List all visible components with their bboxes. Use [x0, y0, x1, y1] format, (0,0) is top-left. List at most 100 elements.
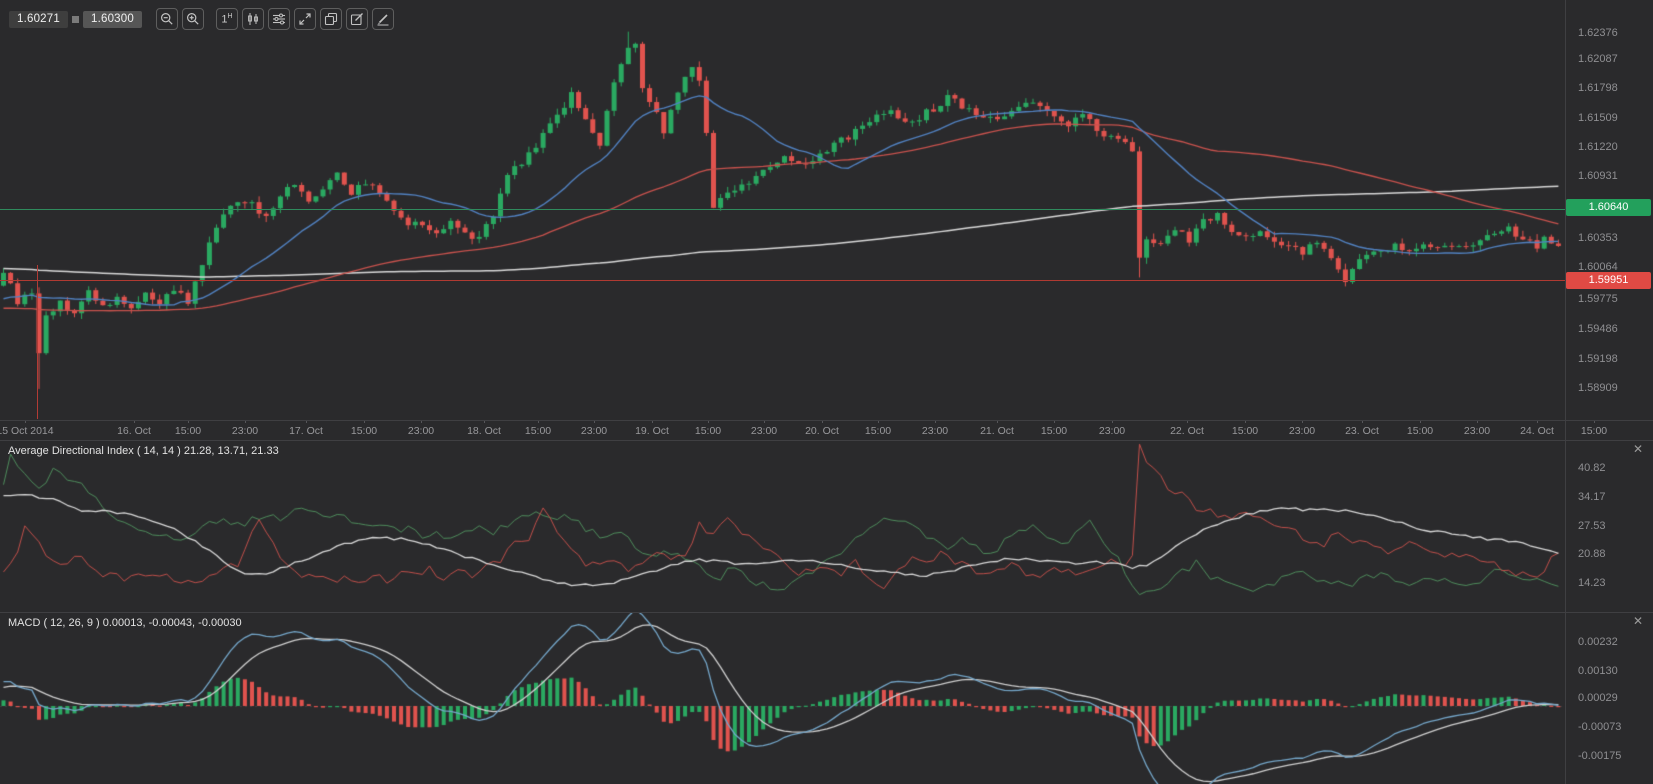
price-axis-label: 1.62087 — [1578, 53, 1618, 65]
spread-indicator — [71, 15, 79, 23]
chart-toolbar: 1.60271 1.60300 1H — [9, 8, 398, 30]
time-axis-tick — [708, 420, 709, 423]
bid-horizontal-line — [0, 280, 1565, 281]
price-axis-label: 1.60064 — [1578, 261, 1618, 273]
edit-icon — [350, 12, 364, 26]
time-axis-tick — [188, 420, 189, 423]
macdAxis-label: 0.00130 — [1578, 665, 1618, 677]
time-axis-tick — [764, 420, 765, 423]
time-axis-label: 18. Oct — [467, 425, 501, 437]
time-axis-tick — [1420, 420, 1421, 423]
time-axis-label: 24. Oct — [1520, 425, 1554, 437]
time-axis-tick — [822, 420, 823, 423]
time-axis-tick — [1187, 420, 1188, 423]
time-axis-tick — [306, 420, 307, 423]
time-axis-tick — [364, 420, 365, 423]
time-axis-label: 15:00 — [524, 425, 552, 437]
price-axis-label: 1.59775 — [1578, 293, 1618, 305]
ask-price-box[interactable]: 1.60300 — [82, 10, 142, 28]
time-axis-tick — [1054, 420, 1055, 423]
zoom-in-button[interactable] — [181, 8, 204, 30]
time-axis-label: 23:00 — [1288, 425, 1316, 437]
fullscreen-button[interactable] — [293, 8, 316, 30]
time-axis-label: 23:00 — [580, 425, 608, 437]
time-axis-label: 15:00 — [694, 425, 722, 437]
adx-panel-canvas[interactable] — [0, 441, 1565, 612]
time-axis-label: 15:00 — [1406, 425, 1434, 437]
time-axis-label: 23:00 — [750, 425, 778, 437]
price-chart-canvas[interactable] — [0, 0, 1565, 420]
price-axis-label: 1.60931 — [1578, 170, 1618, 182]
ask-horizontal-line — [0, 209, 1565, 210]
adxAxis-label: 40.82 — [1578, 462, 1606, 474]
macd-panel-title: MACD ( 12, 26, 9 ) 0.00013, -0.00043, -0… — [8, 617, 242, 629]
time-axis-tick — [538, 420, 539, 423]
price-axis-label: 1.59198 — [1578, 353, 1618, 365]
time-axis-label: 15:00 — [350, 425, 378, 437]
time-axis-label: 19. Oct — [635, 425, 669, 437]
price-axis-label: 1.62376 — [1578, 27, 1618, 39]
price-axis-label: 1.58909 — [1578, 382, 1618, 394]
time-axis-tick — [1537, 420, 1538, 423]
macdAxis-label: 0.00232 — [1578, 636, 1618, 648]
time-axis-tick — [1302, 420, 1303, 423]
adx-close-icon[interactable]: ✕ — [1632, 442, 1644, 456]
time-axis-tick — [134, 420, 135, 423]
time-axis-tick — [1112, 420, 1113, 423]
time-axis-tick — [935, 420, 936, 423]
separator-adx-macd — [0, 612, 1653, 613]
time-axis-label: 23. Oct — [1345, 425, 1379, 437]
time-axis-tick — [997, 420, 998, 423]
adxAxis-label: 34.17 — [1578, 491, 1606, 503]
draw-tools-button[interactable] — [371, 8, 394, 30]
time-axis-label: 20. Oct — [805, 425, 839, 437]
time-axis-tick — [594, 420, 595, 423]
time-axis-tick — [484, 420, 485, 423]
adxAxis-label: 20.88 — [1578, 548, 1606, 560]
sliders-icon — [272, 12, 286, 26]
candlestick-icon — [246, 12, 260, 26]
time-axis-label: 22. Oct — [1170, 425, 1204, 437]
time-axis[interactable]: 15 Oct 2014 16. Oct 15:00 23:00 17. Oct 15:00… — [0, 420, 1653, 440]
magnifier-minus-icon — [160, 12, 174, 26]
edit-chart-button[interactable] — [345, 8, 368, 30]
zoom-out-button[interactable] — [155, 8, 178, 30]
time-axis-label: 15:00 — [1040, 425, 1068, 437]
time-axis-label: 21. Oct — [980, 425, 1014, 437]
bid-price-marker: 1.59951 — [1566, 272, 1651, 289]
price-axis-label: 1.59486 — [1578, 323, 1618, 335]
bid-price-box[interactable]: 1.60271 — [9, 10, 68, 28]
expand-icon — [298, 12, 312, 26]
adxAxis-label: 14.23 — [1578, 577, 1606, 589]
time-axis-label: 17. Oct — [289, 425, 323, 437]
chart-style-button[interactable] — [241, 8, 264, 30]
time-axis-tick — [1362, 420, 1363, 423]
time-axis-label: 15 Oct 2014 — [0, 425, 54, 437]
separator-time-adx — [0, 440, 1653, 441]
time-axis-tick — [1245, 420, 1246, 423]
time-axis-label: 23:00 — [1463, 425, 1491, 437]
copy-icon — [324, 12, 338, 26]
time-axis-label: 15:00 — [1231, 425, 1259, 437]
ask-price-marker: 1.60640 — [1566, 199, 1651, 216]
adx-panel-title: Average Directional Index ( 14, 14 ) 21.… — [8, 445, 279, 457]
time-axis-label: 15:00 — [1580, 425, 1608, 437]
macd-close-icon[interactable]: ✕ — [1632, 614, 1644, 628]
macd-panel-canvas[interactable] — [0, 613, 1565, 784]
pen-icon — [376, 12, 390, 26]
price-axis-label: 1.61220 — [1578, 141, 1618, 153]
copy-chart-button[interactable] — [319, 8, 342, 30]
time-axis-label: 16. Oct — [117, 425, 151, 437]
indicators-button[interactable] — [267, 8, 290, 30]
time-axis-label: 23:00 — [1098, 425, 1126, 437]
separator-axis-column — [1565, 0, 1566, 784]
time-axis-tick — [245, 420, 246, 423]
time-axis-label: 23:00 — [231, 425, 259, 437]
macdAxis-label: -0.00073 — [1578, 721, 1622, 733]
timeframe-button[interactable]: 1H — [215, 8, 238, 30]
time-axis-tick — [1594, 420, 1595, 423]
time-axis-label: 23:00 — [921, 425, 949, 437]
time-axis-tick — [421, 420, 422, 423]
time-axis-tick — [1477, 420, 1478, 423]
